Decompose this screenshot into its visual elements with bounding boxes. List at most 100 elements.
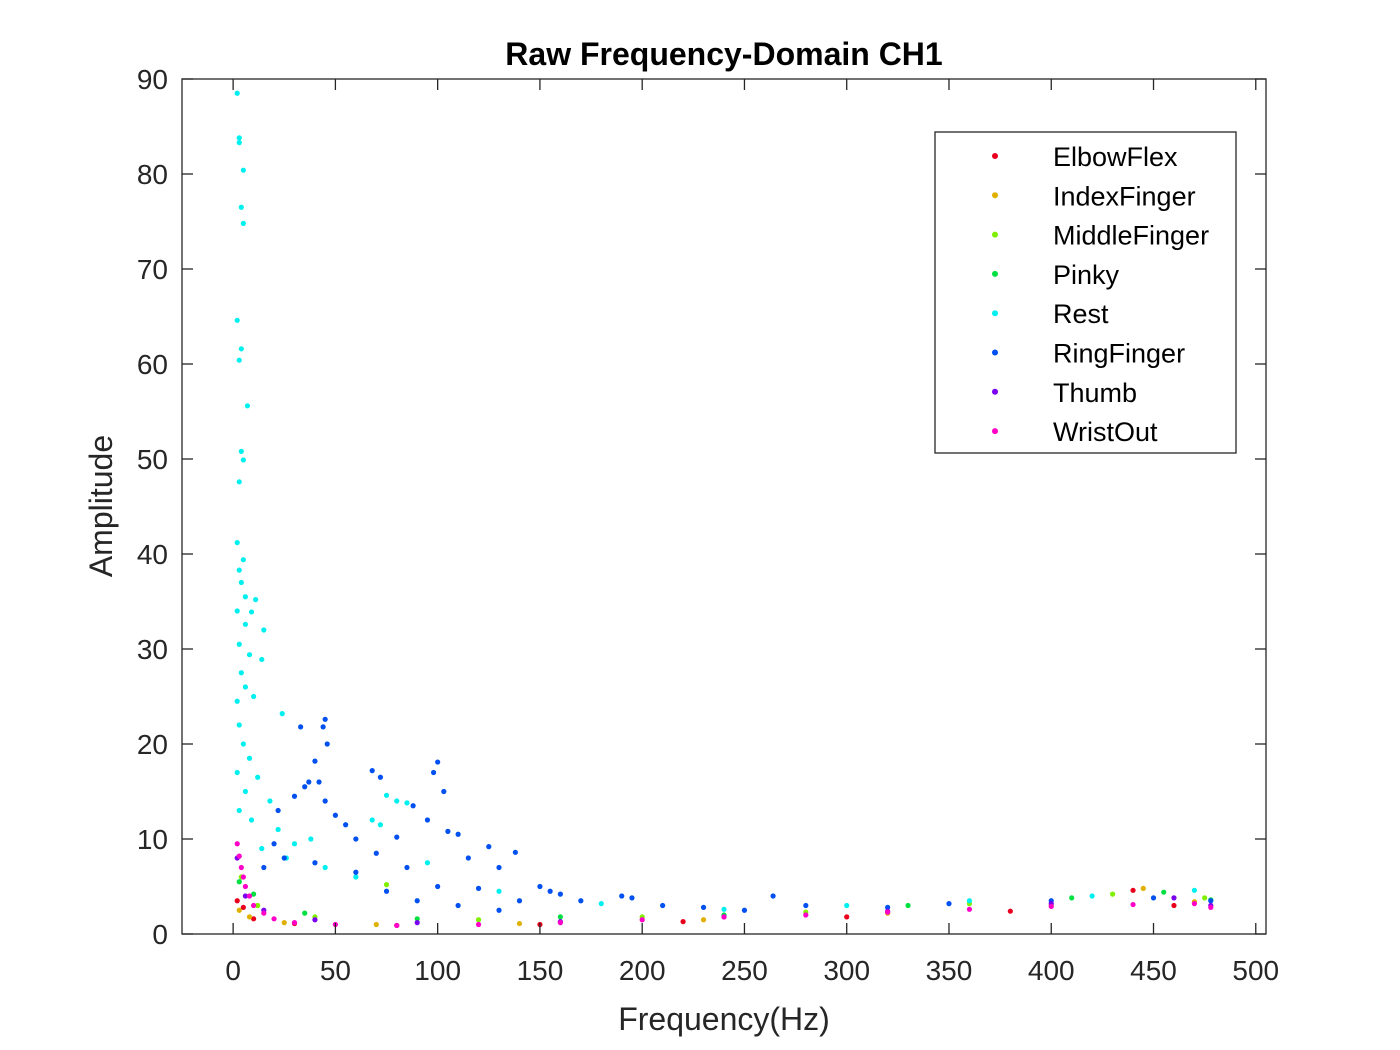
data-point xyxy=(475,885,482,892)
data-point xyxy=(291,841,298,847)
data-point xyxy=(1048,903,1054,910)
legend: ElbowFlex IndexFinger MiddleFinger Pinky Res… xyxy=(934,131,1237,454)
x-tick-label: 450 xyxy=(1130,955,1177,986)
data-point xyxy=(475,921,482,928)
data-point xyxy=(424,817,431,823)
data-point xyxy=(234,898,240,904)
data-point xyxy=(435,883,441,890)
data-point xyxy=(369,768,375,774)
data-point xyxy=(1007,908,1013,914)
data-point xyxy=(803,902,809,909)
data-point xyxy=(250,916,257,922)
data-point xyxy=(312,860,318,866)
data-point xyxy=(234,698,240,704)
data-point xyxy=(261,864,267,871)
data-point xyxy=(377,774,383,780)
legend-label: IndexFinger xyxy=(1053,181,1196,211)
data-point xyxy=(424,860,431,866)
data-point xyxy=(291,920,298,926)
axes-box xyxy=(181,78,1267,935)
data-point xyxy=(639,917,645,923)
data-point xyxy=(238,448,244,454)
data-point xyxy=(1089,893,1095,899)
data-point xyxy=(248,817,255,823)
x-tick-label: 300 xyxy=(823,955,870,986)
data-point xyxy=(905,902,911,909)
data-point xyxy=(271,916,277,922)
data-point xyxy=(435,759,441,765)
data-point xyxy=(578,898,584,904)
data-point xyxy=(394,798,400,804)
x-tick-label: 500 xyxy=(1232,955,1279,986)
data-point xyxy=(1191,901,1198,907)
data-point xyxy=(236,479,242,485)
data-point xyxy=(312,758,318,764)
data-point xyxy=(353,869,359,875)
data-point xyxy=(557,914,563,920)
data-point xyxy=(236,357,242,363)
data-point xyxy=(404,800,410,806)
x-tick-label: 0 xyxy=(225,955,241,986)
data-point xyxy=(1140,885,1146,892)
data-point xyxy=(236,879,242,885)
x-axis-label: Frequency(Hz) xyxy=(618,1001,830,1037)
data-point xyxy=(324,741,330,747)
data-point xyxy=(236,907,242,913)
y-tick-label: 20 xyxy=(137,729,168,760)
data-point xyxy=(680,919,686,925)
data-point xyxy=(255,774,261,780)
data-point xyxy=(369,817,375,823)
data-point xyxy=(1171,895,1177,901)
data-point xyxy=(1130,901,1136,908)
data-point xyxy=(279,711,285,717)
data-point xyxy=(547,888,553,894)
data-point xyxy=(234,90,240,96)
data-point xyxy=(537,883,543,890)
x-tick-label: 100 xyxy=(414,955,461,986)
legend-item-thumb: Thumb xyxy=(992,378,1137,408)
legend-marker xyxy=(992,310,998,317)
data-point xyxy=(242,621,249,627)
data-point xyxy=(1191,887,1198,893)
series-rest xyxy=(234,90,1198,912)
data-point xyxy=(316,779,322,785)
data-point xyxy=(1130,887,1136,893)
data-point xyxy=(394,834,400,840)
y-tick-label: 90 xyxy=(137,64,168,95)
data-point xyxy=(261,910,267,916)
data-point xyxy=(238,346,244,352)
data-point xyxy=(267,798,273,804)
data-point xyxy=(373,921,379,928)
data-point xyxy=(516,898,523,904)
data-point xyxy=(240,557,246,563)
data-point xyxy=(240,220,246,226)
x-tick-label: 400 xyxy=(1028,955,1075,986)
y-tick-label: 30 xyxy=(137,634,168,665)
data-point xyxy=(308,836,314,842)
data-point xyxy=(242,594,249,600)
y-tick-label: 70 xyxy=(137,254,168,285)
data-point xyxy=(234,608,240,614)
data-point xyxy=(966,906,973,912)
legend-item-rest: Rest xyxy=(992,299,1109,329)
legend-label: Thumb xyxy=(1053,378,1137,408)
data-point xyxy=(383,792,390,798)
data-point xyxy=(660,902,666,909)
data-point xyxy=(242,893,249,899)
data-point xyxy=(557,920,563,926)
data-point xyxy=(236,807,242,814)
data-point xyxy=(236,853,242,859)
legend-item-pinky: Pinky xyxy=(992,260,1120,290)
data-point xyxy=(253,597,259,603)
data-point xyxy=(486,844,492,850)
data-point xyxy=(1069,895,1075,901)
data-point xyxy=(629,895,635,901)
x-tick-label: 150 xyxy=(517,955,564,986)
data-point xyxy=(322,716,328,722)
data-point xyxy=(240,874,246,880)
data-point xyxy=(246,893,253,899)
series-pinky xyxy=(236,879,1214,922)
data-point xyxy=(236,567,242,573)
data-point xyxy=(1208,898,1214,904)
